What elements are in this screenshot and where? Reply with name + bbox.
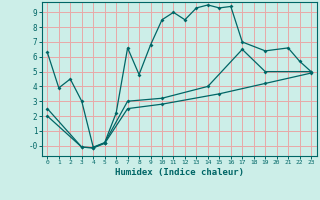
X-axis label: Humidex (Indice chaleur): Humidex (Indice chaleur) <box>115 168 244 177</box>
